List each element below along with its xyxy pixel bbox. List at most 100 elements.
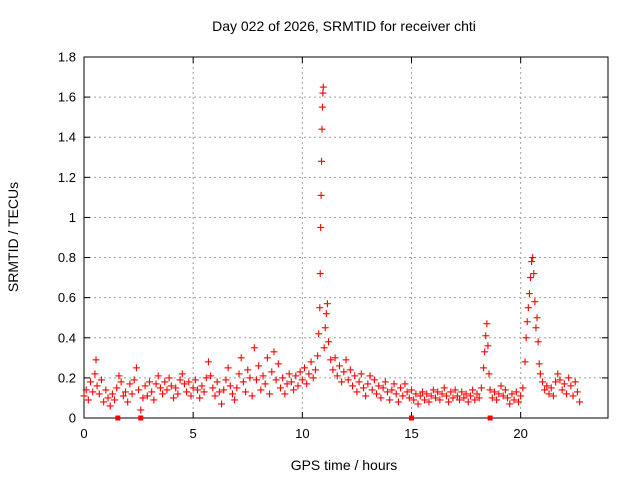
data-point <box>497 382 505 390</box>
data-point <box>403 388 411 396</box>
data-point <box>82 386 90 394</box>
data-point <box>449 394 457 402</box>
data-point <box>508 390 516 398</box>
data-point <box>552 378 560 386</box>
data-point <box>481 348 489 356</box>
data-point <box>539 378 546 386</box>
data-point <box>257 386 265 394</box>
data-point <box>319 89 327 97</box>
data-point <box>532 324 540 332</box>
data-point <box>394 398 402 406</box>
chart-title: Day 022 of 2026, SRMTID for receiver cht… <box>212 18 476 34</box>
data-point <box>375 382 383 390</box>
data-point <box>272 376 280 384</box>
data-point <box>525 290 533 298</box>
zero-marker <box>409 415 414 421</box>
data-point <box>381 378 389 386</box>
data-point <box>501 386 509 394</box>
x-tick-label: 20 <box>513 426 527 441</box>
data-point <box>311 366 319 374</box>
data-point <box>362 392 370 400</box>
data-point <box>279 374 287 382</box>
data-point <box>486 386 494 394</box>
data-point <box>143 392 151 400</box>
y-tick-label: 0.6 <box>58 290 76 305</box>
data-point <box>263 354 271 362</box>
data-point <box>228 390 236 398</box>
data-point <box>117 378 125 386</box>
data-point <box>209 384 217 392</box>
data-point <box>560 380 568 388</box>
data-point <box>379 384 387 392</box>
data-point <box>322 310 330 318</box>
data-point <box>377 394 385 402</box>
data-point <box>397 384 405 392</box>
data-point <box>554 370 562 378</box>
data-point <box>119 392 127 400</box>
data-point <box>316 270 324 278</box>
data-point <box>309 374 317 382</box>
data-point <box>514 398 522 406</box>
data-point <box>202 374 210 382</box>
data-point <box>386 396 394 404</box>
data-point <box>423 390 431 398</box>
data-point <box>235 370 243 378</box>
data-point <box>183 388 191 396</box>
data-point <box>493 396 501 404</box>
data-point <box>104 394 112 402</box>
data-point <box>170 394 178 402</box>
data-point <box>447 388 455 396</box>
data-point <box>200 388 208 396</box>
x-tick-label: 5 <box>190 426 197 441</box>
data-point <box>93 382 101 390</box>
data-point <box>530 270 538 278</box>
data-point <box>466 392 474 400</box>
data-point <box>174 390 182 398</box>
data-point <box>180 380 188 388</box>
x-tick-label: 15 <box>404 426 418 441</box>
data-point <box>135 386 143 394</box>
data-point <box>115 372 123 380</box>
data-point <box>392 390 400 398</box>
data-point <box>194 386 202 394</box>
data-point <box>370 376 378 384</box>
data-point <box>100 398 108 406</box>
data-point <box>97 376 105 384</box>
data-point <box>440 384 448 392</box>
data-point <box>318 125 326 133</box>
plot-frame <box>83 56 609 419</box>
data-point <box>504 394 512 402</box>
data-point <box>204 358 212 366</box>
data-point <box>213 378 221 386</box>
data-point <box>353 388 361 396</box>
data-point <box>317 191 325 199</box>
data-point <box>121 388 129 396</box>
data-point <box>531 298 539 306</box>
data-point <box>154 372 162 380</box>
data-point <box>526 274 534 282</box>
data-point <box>357 370 365 378</box>
zero-marker <box>138 415 144 421</box>
data-point <box>458 388 466 396</box>
y-tick-label: 0.4 <box>58 330 76 345</box>
data-point <box>333 372 341 380</box>
data-point <box>283 380 291 388</box>
data-point <box>495 390 503 398</box>
data-point <box>224 364 232 372</box>
data-point <box>270 348 278 356</box>
data-point <box>111 396 119 404</box>
data-point <box>307 358 315 366</box>
data-point <box>317 223 325 231</box>
y-tick-label: 1.8 <box>58 50 76 65</box>
data-point <box>156 384 164 392</box>
data-point <box>405 394 413 402</box>
data-points <box>80 83 584 421</box>
data-point <box>305 370 313 378</box>
data-point <box>373 390 381 398</box>
data-point <box>314 352 322 360</box>
data-point <box>331 354 339 362</box>
data-point <box>528 258 536 266</box>
data-point <box>346 366 354 374</box>
data-point <box>95 390 103 398</box>
